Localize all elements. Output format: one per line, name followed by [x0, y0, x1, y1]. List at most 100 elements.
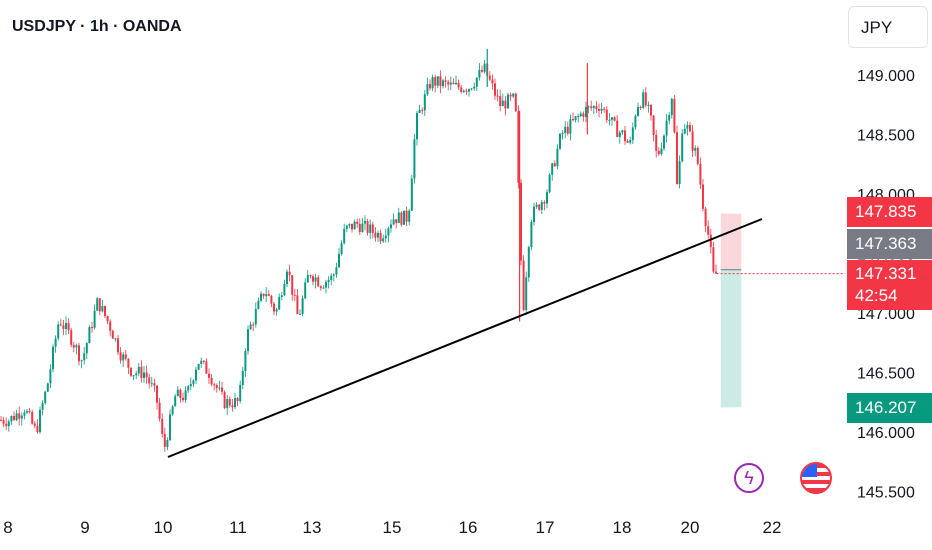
candle-body: [673, 98, 676, 133]
candle-body: [460, 87, 463, 92]
candle-body: [564, 126, 567, 134]
candle-body: [254, 308, 257, 325]
candle-body: [156, 385, 158, 403]
candle-body: [241, 370, 244, 386]
candle-body: [314, 277, 317, 282]
candle-body: [148, 377, 151, 384]
candle-body: [663, 135, 665, 149]
candle-body: [122, 354, 125, 361]
candle-body: [145, 372, 148, 378]
candle-body: [26, 411, 28, 413]
candle-body: [176, 389, 179, 397]
candle-body: [161, 418, 164, 434]
candle-body: [600, 108, 603, 111]
candle-body: [299, 313, 301, 315]
candle-body: [587, 106, 590, 108]
candle-body: [286, 271, 288, 285]
candle-body: [275, 309, 278, 312]
candle-body: [78, 345, 80, 362]
candle-body: [13, 415, 15, 421]
candle-body: [509, 94, 512, 97]
lightning-icon[interactable]: ϟ: [734, 463, 764, 493]
candle-body: [85, 343, 88, 354]
candle-body: [223, 391, 226, 409]
candle-body: [681, 133, 684, 162]
candle-body: [83, 353, 86, 361]
candle-body: [54, 338, 57, 347]
candle-body: [439, 76, 442, 87]
candle-body: [405, 210, 408, 222]
candle-body: [709, 234, 712, 248]
candle-body: [114, 338, 117, 340]
candle-body: [257, 300, 260, 309]
candle-body: [57, 324, 60, 339]
candle-body: [111, 330, 114, 339]
candle-body: [301, 298, 304, 314]
candle-body: [553, 163, 556, 167]
candle-body: [652, 115, 655, 135]
candle-body: [647, 104, 650, 106]
candle-body: [244, 351, 247, 371]
candle-body: [270, 295, 273, 304]
us-flag-icon[interactable]: [800, 462, 832, 494]
candle-body: [33, 423, 36, 426]
candle-body: [280, 295, 283, 297]
candle-body: [400, 212, 403, 225]
y-tick-label: 149.000: [857, 68, 915, 85]
candle-body: [46, 383, 49, 392]
candle-body: [702, 184, 704, 209]
candle-body: [416, 112, 418, 140]
candle-body: [379, 232, 382, 242]
candle-body: [491, 79, 494, 84]
x-tick-label: 16: [459, 518, 478, 537]
risk-zone: [720, 213, 742, 270]
candle-body: [543, 201, 546, 204]
candle-body: [546, 192, 548, 204]
candle-body: [358, 223, 361, 233]
candle-body: [109, 321, 112, 331]
candle-body: [442, 80, 444, 87]
x-tick-label: 11: [229, 518, 247, 537]
reward-zone: [720, 269, 742, 408]
candle-body: [390, 224, 392, 229]
candle-body: [598, 109, 600, 111]
symbol-title[interactable]: USDJPY · 1h · OANDA: [12, 18, 182, 35]
candle-body: [499, 96, 502, 107]
candle-body: [364, 221, 366, 224]
candle-body: [265, 294, 268, 297]
current-price-tag: 147.363: [847, 229, 932, 259]
candle-body: [683, 128, 686, 134]
candle-body: [143, 372, 145, 378]
x-tick-label: 13: [303, 518, 322, 537]
candle-body: [566, 126, 569, 134]
y-tick-label: 145.500: [857, 485, 915, 502]
candle-body: [569, 119, 572, 134]
candle-body: [2, 420, 5, 424]
candle-body: [150, 383, 153, 385]
candle-body: [395, 219, 398, 224]
candle-body: [343, 228, 346, 244]
candle-body: [75, 345, 78, 348]
candle-body: [322, 287, 325, 289]
candle-body: [660, 148, 663, 155]
candle-body: [611, 117, 613, 120]
last-price-value: 147.331: [855, 264, 917, 283]
candle-body: [449, 82, 452, 85]
candle-body: [278, 296, 281, 310]
candle-body: [525, 277, 528, 311]
y-tick-label: 147.000: [857, 306, 915, 323]
candle-body: [213, 384, 216, 386]
candle-body: [579, 113, 582, 117]
candle-body: [462, 90, 465, 92]
candle-body: [332, 274, 335, 276]
candle-body: [260, 293, 262, 301]
candle-body: [644, 92, 647, 106]
time-axis[interactable]: 8 9 10 11 13 15 16 17 18 20 22: [3, 518, 781, 537]
candle-body: [631, 127, 634, 141]
currency-selector[interactable]: JPY: [848, 6, 928, 48]
candle-body: [538, 204, 541, 210]
candle-body: [335, 267, 338, 275]
candle-body: [384, 235, 387, 239]
candle-body: [88, 327, 91, 344]
